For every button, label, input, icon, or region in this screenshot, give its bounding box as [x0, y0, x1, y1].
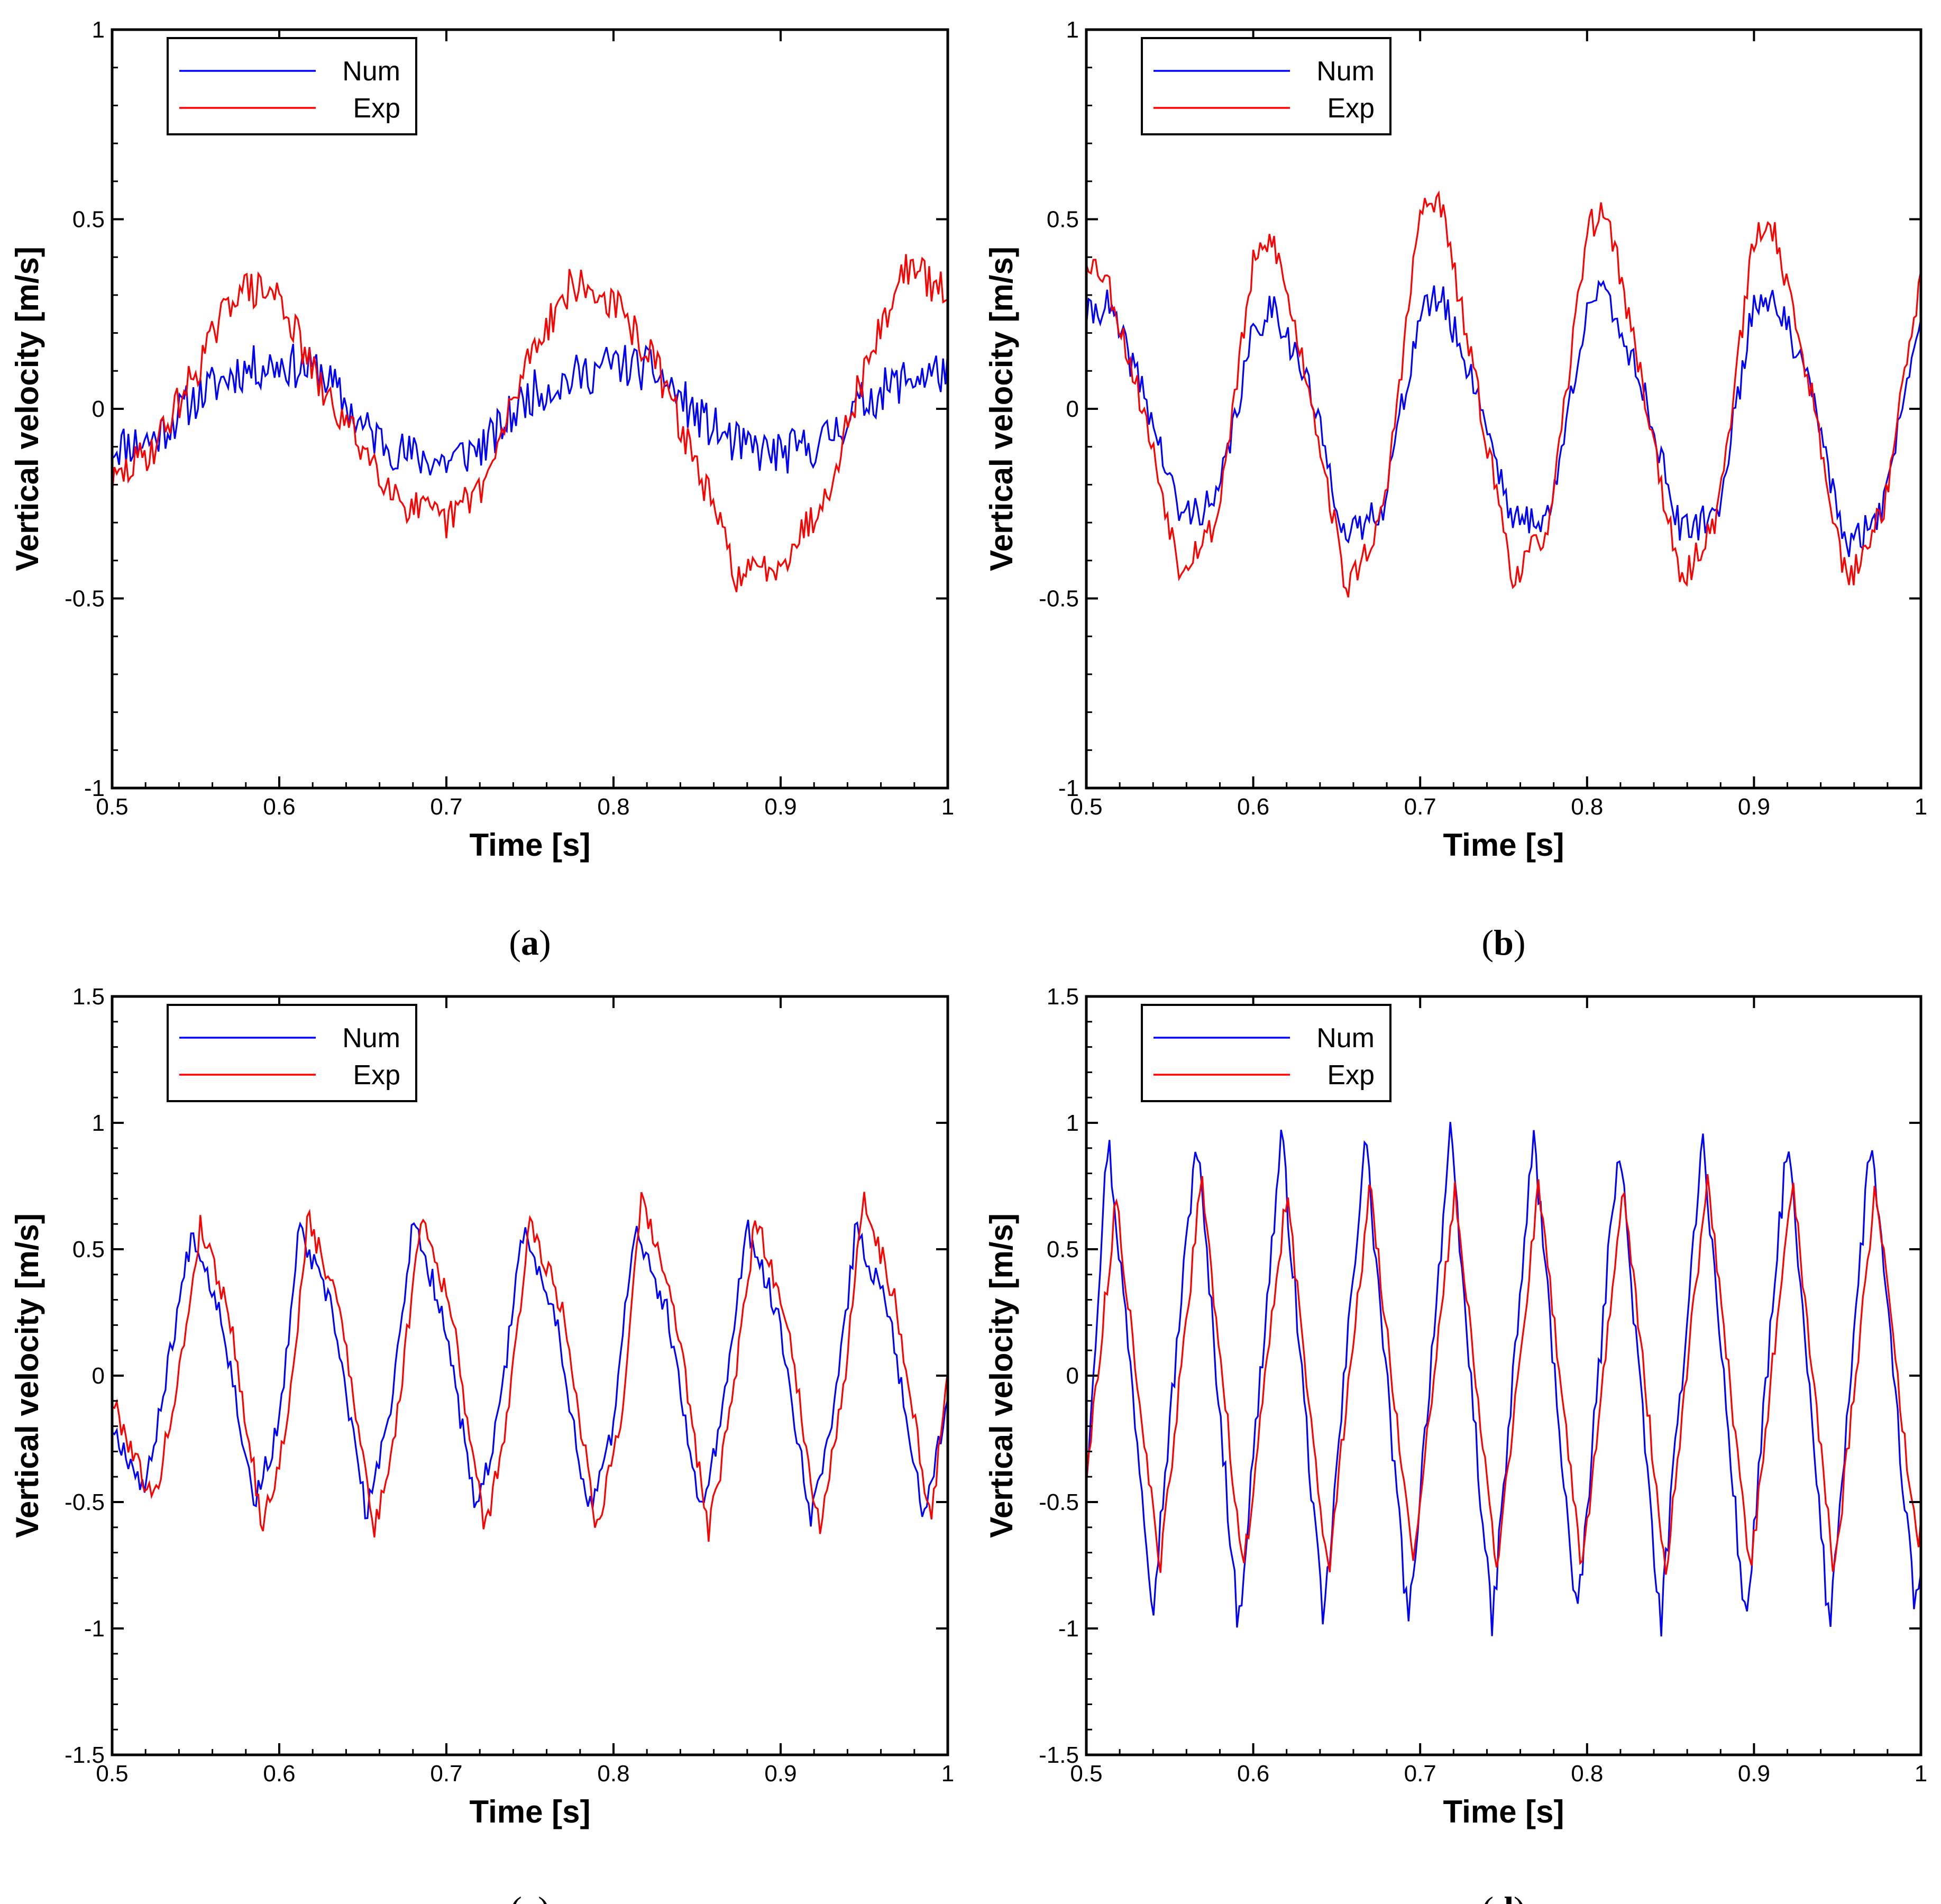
legend: Num Exp	[1141, 1004, 1391, 1102]
y-tick-label: -1	[84, 775, 105, 801]
chart-panel-a: 0.5 0.6 0.7 0.8 0.9 1 -1 -0.5 0 0.5 1 Time [s] Verti…	[10, 17, 954, 963]
x-axis-label: Time [s]	[1443, 1794, 1564, 1829]
legend-label-num: Num	[342, 1023, 400, 1054]
x-tick-label: 1	[1915, 794, 1927, 820]
y-tick-label: 0	[1066, 396, 1079, 422]
legend-label-num: Num	[342, 56, 400, 87]
legend-label-exp: Exp	[353, 93, 400, 124]
x-tick-label: 0.9	[764, 794, 796, 820]
x-axis-label: Time [s]	[470, 827, 591, 863]
x-tick-label: 0.6	[1237, 1761, 1269, 1787]
x-tick-label: 0.7	[1404, 1761, 1436, 1787]
y-tick-label: 0	[1066, 1363, 1079, 1389]
series-line-num	[112, 344, 948, 475]
y-tick-label: 0.5	[1047, 207, 1079, 233]
panel-caption: (a)	[509, 922, 551, 963]
legend: Num Exp	[167, 1004, 417, 1102]
y-tick-label: 0	[92, 1363, 105, 1389]
series-line-exp	[112, 254, 948, 592]
y-axis-label: Vertical velocity [m/s]	[10, 1213, 45, 1538]
legend: Num Exp	[1141, 37, 1391, 135]
x-tick-label: 0.7	[430, 794, 462, 820]
chart-panel-c: 0.5 0.6 0.7 0.8 0.9 1 -1.5 -1 -0.5 0 0.5 1 1.5 Time […	[10, 984, 954, 1904]
legend-box	[167, 1004, 417, 1102]
x-tick-label: 1	[1915, 1761, 1927, 1787]
y-tick-label: 1	[92, 1110, 105, 1136]
y-tick-label: -1	[1058, 775, 1079, 801]
series-line-num	[1086, 1122, 1921, 1637]
legend-box	[1141, 1004, 1391, 1102]
x-axis-label: Time [s]	[1443, 827, 1564, 863]
x-tick-label: 0.9	[1738, 1761, 1770, 1787]
y-tick-label: -1	[1058, 1616, 1079, 1642]
x-tick-label: 0.5	[96, 1761, 128, 1787]
x-tick-label: 0.7	[430, 1761, 462, 1787]
y-axis-label: Vertical velocity [m/s]	[984, 1213, 1019, 1538]
chart-panel-d: 0.5 0.6 0.7 0.8 0.9 1 -1.5 -1 -0.5 0 0.5 1 1.5 Time […	[984, 984, 1927, 1904]
x-tick-label: 0.9	[1738, 794, 1770, 820]
series-group	[1086, 1122, 1921, 1637]
series-group	[1086, 190, 1921, 598]
y-tick-label: 1	[1066, 1110, 1079, 1136]
y-axis-label: Vertical velocity [m/s]	[10, 246, 45, 571]
x-tick-label: 0.6	[263, 1761, 295, 1787]
x-tick-label: 0.8	[1571, 794, 1603, 820]
x-tick-label: 0.5	[1070, 794, 1102, 820]
y-tick-label: 0.5	[72, 207, 105, 233]
legend-label-exp: Exp	[353, 1060, 400, 1091]
legend-label-exp: Exp	[1327, 1060, 1375, 1091]
x-tick-label: 0.6	[263, 794, 295, 820]
legend-label-num: Num	[1316, 56, 1375, 87]
panel-caption: (b)	[1481, 922, 1525, 963]
x-tick-label: 1	[941, 1761, 954, 1787]
series-line-num	[112, 1220, 948, 1527]
panel-caption-letter: b	[1494, 922, 1514, 963]
y-tick-label: -0.5	[65, 586, 105, 612]
legend-label-num: Num	[1316, 1023, 1375, 1054]
chart-panel-b: 0.5 0.6 0.7 0.8 0.9 1 -1 -0.5 0 0.5 1 Time [s] Verti…	[984, 17, 1927, 963]
y-tick-label: 1	[1066, 17, 1079, 43]
y-tick-label: -1.5	[65, 1742, 105, 1768]
panel-caption-letter: d	[1494, 1889, 1514, 1904]
y-tick-label: 1.5	[72, 984, 105, 1010]
plot-frame	[111, 995, 949, 1756]
plot-frame	[1085, 995, 1922, 1756]
panel-caption: (c)	[510, 1889, 550, 1904]
panel-caption: (d)	[1481, 1889, 1525, 1904]
x-tick-label: 0.5	[1070, 1761, 1102, 1787]
y-tick-label: 0	[92, 396, 105, 422]
y-tick-label: -1	[84, 1616, 105, 1642]
plot-frame	[1085, 28, 1922, 790]
legend-box	[1141, 37, 1391, 135]
legend-label-exp: Exp	[1327, 93, 1375, 124]
y-tick-label: -0.5	[1039, 1489, 1079, 1515]
y-axis-label: Vertical velocity [m/s]	[984, 246, 1019, 571]
legend: Num Exp	[167, 37, 417, 135]
x-tick-label: 1	[941, 794, 954, 820]
x-tick-label: 0.6	[1237, 794, 1269, 820]
y-tick-label: -0.5	[65, 1489, 105, 1515]
series-group	[112, 1192, 948, 1542]
y-tick-label: 0.5	[72, 1237, 105, 1262]
series-group	[112, 254, 948, 592]
x-tick-label: 0.8	[597, 1761, 629, 1787]
panel-caption-letter: c	[522, 1889, 538, 1904]
y-tick-label: 1	[92, 17, 105, 43]
x-tick-label: 0.5	[96, 794, 128, 820]
y-tick-label: 0.5	[1047, 1237, 1079, 1262]
x-tick-label: 0.8	[1571, 1761, 1603, 1787]
panel-caption-letter: a	[521, 922, 539, 963]
y-tick-label: -0.5	[1039, 586, 1079, 612]
series-line-exp	[1086, 1174, 1921, 1575]
series-line-exp	[1086, 190, 1921, 598]
x-tick-label: 0.9	[764, 1761, 796, 1787]
legend-box	[167, 37, 417, 135]
x-tick-label: 0.8	[597, 794, 629, 820]
y-tick-label: -1.5	[1039, 1742, 1079, 1768]
y-tick-label: 1.5	[1047, 984, 1079, 1010]
series-line-exp	[112, 1192, 948, 1542]
x-axis-label: Time [s]	[470, 1794, 591, 1829]
x-tick-label: 0.7	[1404, 794, 1436, 820]
